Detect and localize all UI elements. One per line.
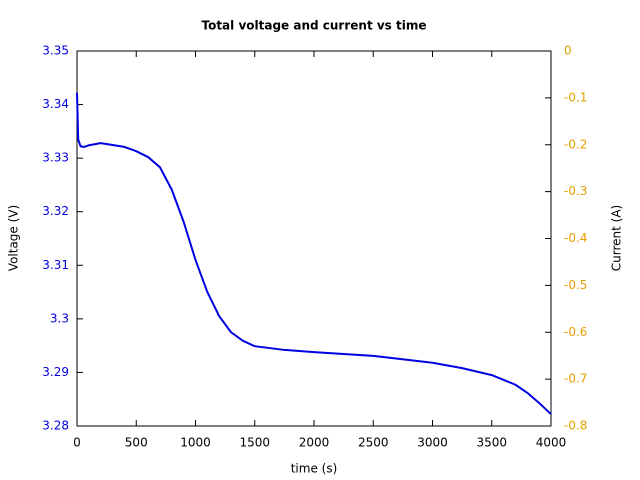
y-axis-label: Voltage (V) [7,205,21,271]
y2-tick-label: -0.5 [564,278,587,292]
y2-tick-label: -0.6 [564,325,587,339]
y2-tick-label: 0 [564,44,572,58]
y2-tick-label: -0.1 [564,90,587,104]
x-tick-label: 1000 [180,436,211,450]
x-tick-label: 3500 [476,436,507,450]
x-tick-label: 0 [73,436,81,450]
y-tick-label: 3.33 [42,151,69,165]
y-tick-label: 3.32 [42,204,69,218]
x-tick-label: 2500 [358,436,389,450]
y-tick-label: 3.31 [42,258,69,272]
y2-tick-label: -0.3 [564,184,587,198]
y2-axis-label: Current (A) [610,205,624,271]
data-line [76,92,552,415]
y-tick-label: 3.35 [42,44,69,58]
x-tick-label: 500 [125,436,148,450]
y-tick-label: 3.28 [42,419,69,433]
x-tick-label: 2000 [299,436,330,450]
x-axis-label: time (s) [291,462,338,476]
y2-tick-label: -0.2 [564,137,587,151]
x-tick-label: 3000 [417,436,448,450]
y-tick-label: 3.34 [42,97,69,111]
y-tick-label: 3.29 [42,365,69,379]
chart-title: Total voltage and current vs time [201,19,426,33]
y2-tick-label: -0.4 [564,231,587,245]
y-tick-label: 3.3 [50,311,69,325]
y2-tick-label: -0.7 [564,372,587,386]
x-tick-label: 4000 [536,436,567,450]
x-tick-label: 1500 [239,436,270,450]
y2-tick-label: -0.8 [564,419,587,433]
